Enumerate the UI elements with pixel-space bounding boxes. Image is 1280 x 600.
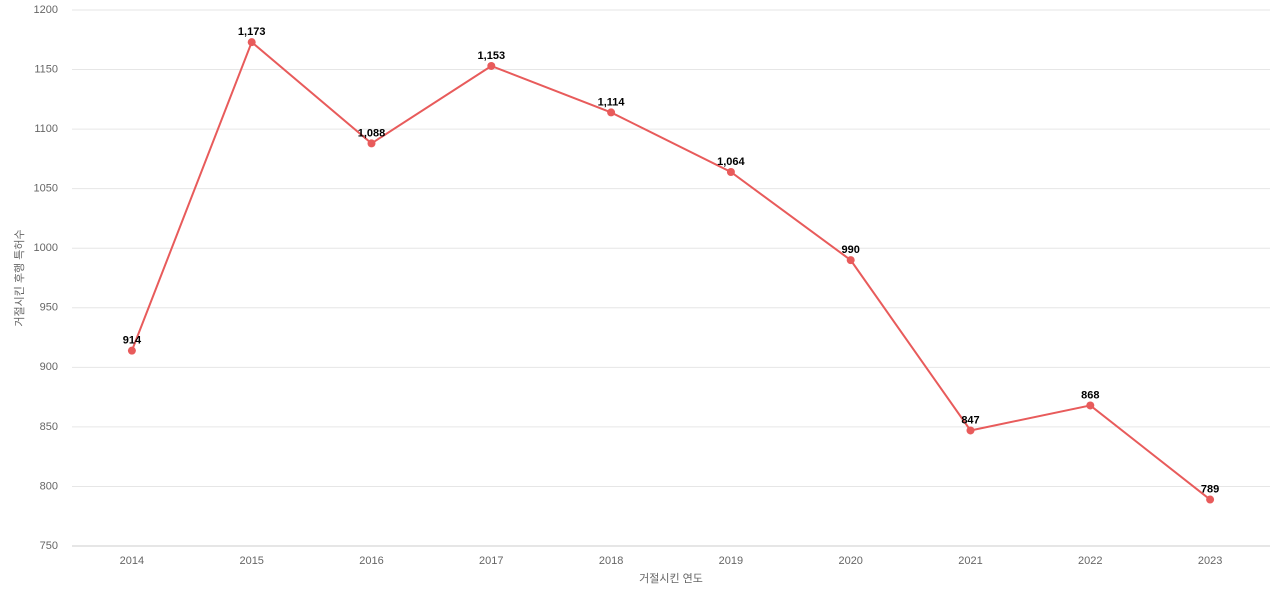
point bbox=[487, 61, 496, 70]
y-tick-label: 900 bbox=[40, 361, 58, 373]
point bbox=[966, 426, 975, 435]
y-tick-label: 1000 bbox=[34, 242, 58, 254]
value-label: 914 bbox=[123, 335, 142, 347]
y-tick-label: 950 bbox=[40, 302, 58, 314]
y-tick-label: 750 bbox=[40, 540, 58, 552]
point bbox=[726, 167, 735, 176]
x-tick-label: 2018 bbox=[599, 555, 623, 567]
y-tick-label: 800 bbox=[40, 480, 58, 492]
x-tick-label: 2016 bbox=[359, 555, 383, 567]
x-tick-label: 2021 bbox=[958, 555, 982, 567]
value-label: 1,114 bbox=[598, 96, 626, 108]
x-tick-label: 2023 bbox=[1198, 555, 1222, 567]
x-tick-label: 2020 bbox=[838, 555, 862, 567]
point bbox=[846, 256, 855, 265]
value-label: 990 bbox=[842, 244, 860, 256]
x-tick-label: 2015 bbox=[239, 555, 263, 567]
value-label: 847 bbox=[961, 414, 979, 426]
value-label: 868 bbox=[1081, 389, 1099, 401]
y-tick-label: 1100 bbox=[34, 123, 58, 135]
value-label: 1,088 bbox=[358, 127, 386, 139]
y-axis-label: 거절시킨 후행 특허수 bbox=[13, 229, 26, 326]
y-tick-label: 1200 bbox=[34, 4, 58, 16]
y-tick-label: 850 bbox=[40, 421, 58, 433]
point bbox=[607, 108, 616, 117]
x-tick-label: 2019 bbox=[719, 555, 743, 567]
value-label: 1,173 bbox=[238, 26, 266, 38]
y-tick-label: 1050 bbox=[34, 183, 58, 195]
y-tick-label: 1150 bbox=[34, 63, 58, 75]
point bbox=[1086, 401, 1095, 410]
point bbox=[127, 346, 136, 355]
point bbox=[1206, 495, 1215, 504]
x-tick-label: 2022 bbox=[1078, 555, 1102, 567]
x-tick-label: 2017 bbox=[479, 555, 503, 567]
x-axis-label: 거절시킨 연도 bbox=[639, 572, 703, 585]
value-label: 1,153 bbox=[478, 50, 506, 62]
value-label: 789 bbox=[1201, 483, 1219, 495]
point bbox=[367, 139, 376, 148]
line bbox=[130, 40, 1211, 501]
x-tick-label: 2014 bbox=[120, 555, 144, 567]
point bbox=[247, 38, 256, 47]
value-label: 1,064 bbox=[717, 156, 745, 168]
